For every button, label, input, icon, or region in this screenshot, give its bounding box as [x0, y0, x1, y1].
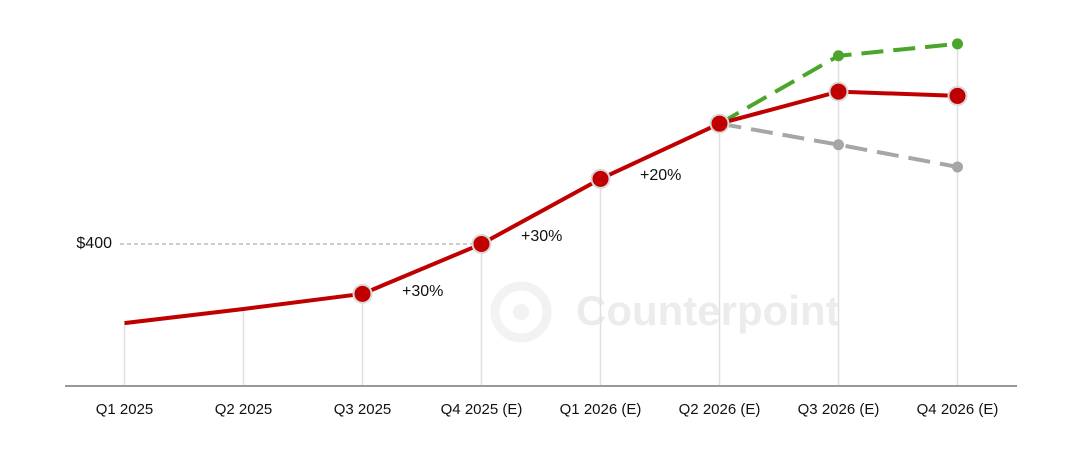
growth-annotation: +20% — [640, 167, 681, 184]
data-point — [828, 81, 849, 102]
growth-annotation: +30% — [402, 283, 443, 300]
data-point — [471, 233, 492, 254]
data-point — [352, 283, 373, 304]
x-tick-label: Q2 2026 (E) — [679, 401, 761, 418]
series-line — [719, 121, 958, 169]
data-point — [947, 85, 968, 106]
x-tick-label: Q4 2025 (E) — [441, 401, 523, 418]
data-point — [590, 168, 611, 189]
x-tick-label: Q4 2026 (E) — [917, 401, 999, 418]
watermark: Counterpoint — [576, 287, 840, 334]
data-point — [952, 38, 963, 50]
data-point — [833, 50, 844, 62]
watermark-logo — [490, 281, 552, 343]
x-tick-label: Q3 2025 — [334, 401, 392, 418]
data-point — [709, 113, 730, 134]
x-tick-label: Q2 2025 — [215, 401, 273, 418]
data-point — [833, 139, 844, 151]
x-tick-label: Q1 2025 — [96, 401, 154, 418]
x-tick-label: Q1 2026 (E) — [560, 401, 642, 418]
series-line — [124, 89, 958, 326]
y-tick-label: $400 — [76, 235, 112, 252]
x-tick-label: Q3 2026 (E) — [798, 401, 880, 418]
data-point — [952, 161, 963, 173]
growth-annotation: +30% — [521, 228, 562, 245]
